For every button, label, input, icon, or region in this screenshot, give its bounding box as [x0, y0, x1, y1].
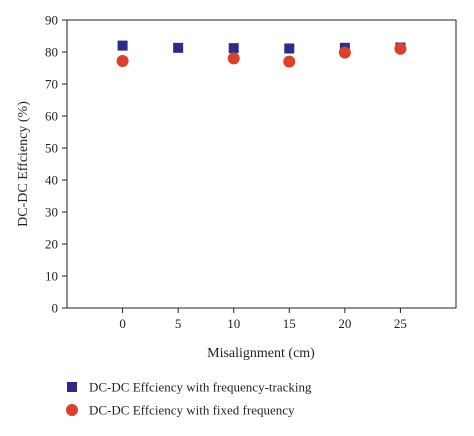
y-axis-title: DC-DC Effciency (%) [16, 101, 31, 227]
y-tick-label: 90 [45, 13, 58, 28]
x-axis-title: Misalignment (cm) [207, 346, 315, 361]
data-point-square [173, 42, 184, 53]
data-point-circle [338, 46, 351, 59]
data-marks [116, 40, 407, 68]
data-point-circle [116, 54, 129, 67]
data-point-circle [394, 42, 407, 55]
y-tick-label: 0 [52, 301, 59, 316]
x-tick-label: 5 [175, 316, 182, 331]
x-tick-label: 15 [283, 316, 296, 331]
y-tick-label: 50 [45, 141, 58, 156]
legend: DC-DC Effciency with frequency-tracking D… [66, 380, 312, 418]
x-tick-label: 25 [394, 316, 407, 331]
x-tick-label: 20 [338, 316, 351, 331]
data-point-square [228, 43, 239, 54]
y-tick-label: 20 [45, 237, 58, 252]
x-tick-label: 0 [119, 316, 126, 331]
legend-label: DC-DC Effciency with frequency-tracking [89, 380, 312, 395]
legend-label: DC-DC Effciency with fixed frequency [89, 403, 295, 418]
x-tick-label: 10 [227, 316, 240, 331]
plot-area: 0 5 10 15 20 25 0 10 20 30 40 50 60 70 80 90 [45, 13, 457, 331]
plot-frame [66, 19, 457, 309]
y-tick-label: 30 [45, 205, 58, 220]
legend-circle-icon [66, 404, 78, 416]
y-tick-label: 40 [45, 173, 58, 188]
y-tick-label: 10 [45, 269, 58, 284]
data-point-circle [283, 55, 296, 68]
data-point-square [284, 43, 295, 54]
y-tick-label: 60 [45, 109, 58, 124]
data-point-circle [227, 52, 240, 65]
y-tick-label: 80 [45, 45, 58, 60]
legend-square-icon [67, 382, 77, 392]
y-tick-label: 70 [45, 77, 58, 92]
data-point-square [117, 40, 128, 51]
